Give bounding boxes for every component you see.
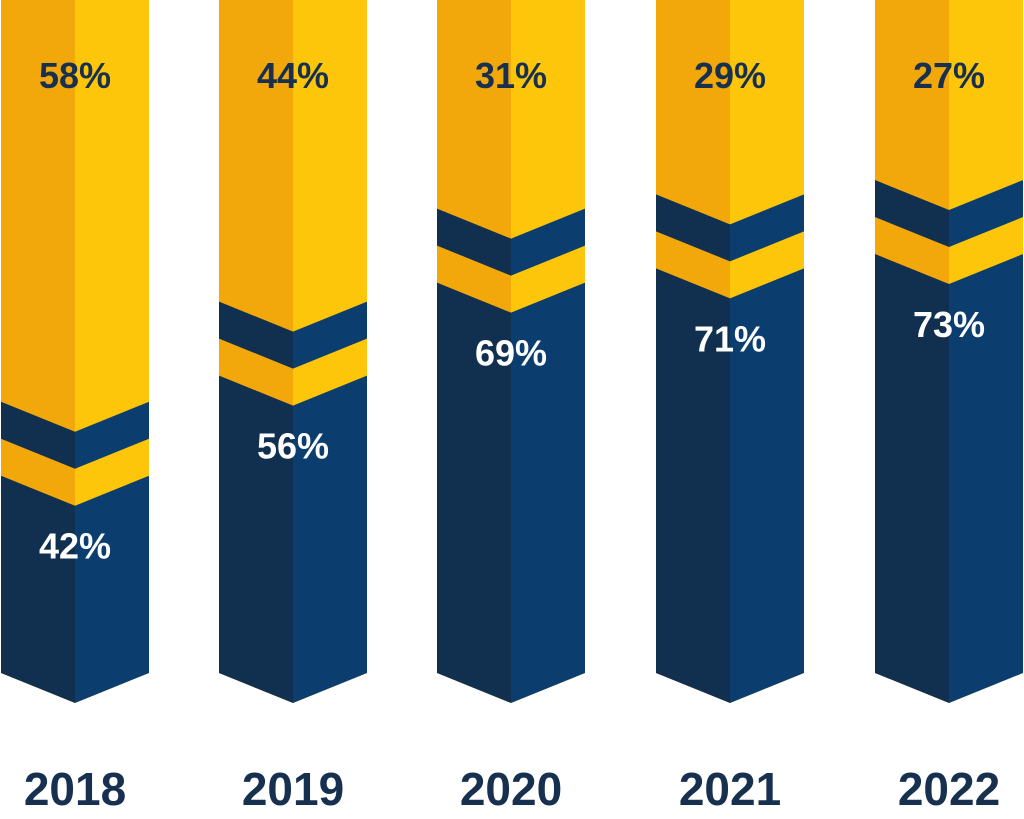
bar-divider-band-left: [219, 301, 293, 369]
bar-divider-band-left: [875, 180, 949, 248]
bar-bottom-left-face: [219, 375, 293, 703]
year-label: 2019: [242, 763, 344, 815]
bar-2019: 44% 56% 2019: [219, 0, 367, 815]
bar-bottom-left-face: [437, 282, 511, 703]
bottom-value-label: 42%: [39, 526, 111, 567]
year-label: 2018: [24, 763, 126, 815]
bar-bottom-left-face: [1, 475, 75, 703]
bar-2018: 58% 42% 2018: [1, 0, 149, 815]
bottom-value-label: 56%: [257, 426, 329, 467]
bottom-value-label: 73%: [913, 304, 985, 345]
top-value-label: 29%: [694, 55, 766, 96]
bar-divider-band-right: [949, 180, 1023, 248]
bottom-value-label: 71%: [694, 318, 766, 359]
year-label: 2021: [679, 763, 781, 815]
bar-divider-band-right: [293, 301, 367, 369]
bar-divider-band-left: [1, 401, 75, 469]
top-value-label: 31%: [475, 55, 547, 96]
bar-divider-band-left: [656, 194, 730, 262]
top-value-label: 44%: [257, 55, 329, 96]
bar-bottom-right-face: [949, 254, 1023, 704]
bar-bottom-right-face: [511, 282, 585, 703]
bar-bottom-right-face: [730, 268, 804, 703]
year-label: 2020: [460, 763, 562, 815]
bar-divider-band-right: [75, 401, 149, 469]
bar-2022: 27% 73% 2022: [875, 0, 1023, 815]
bar-bottom-left-face: [875, 254, 949, 704]
bar-2020: 31% 69% 2020: [437, 0, 585, 815]
top-value-label: 27%: [913, 55, 985, 96]
bar-divider-band-right: [730, 194, 804, 262]
year-label: 2022: [898, 763, 1000, 815]
top-value-label: 58%: [39, 55, 111, 96]
bar-divider-band-left: [437, 208, 511, 276]
bottom-value-label: 69%: [475, 333, 547, 374]
bar-2021: 29% 71% 2021: [656, 0, 804, 815]
bar-bottom-right-face: [75, 475, 149, 703]
bar-bottom-right-face: [293, 375, 367, 703]
bar-bottom-left-face: [656, 268, 730, 703]
bar-divider-band-right: [511, 208, 585, 276]
